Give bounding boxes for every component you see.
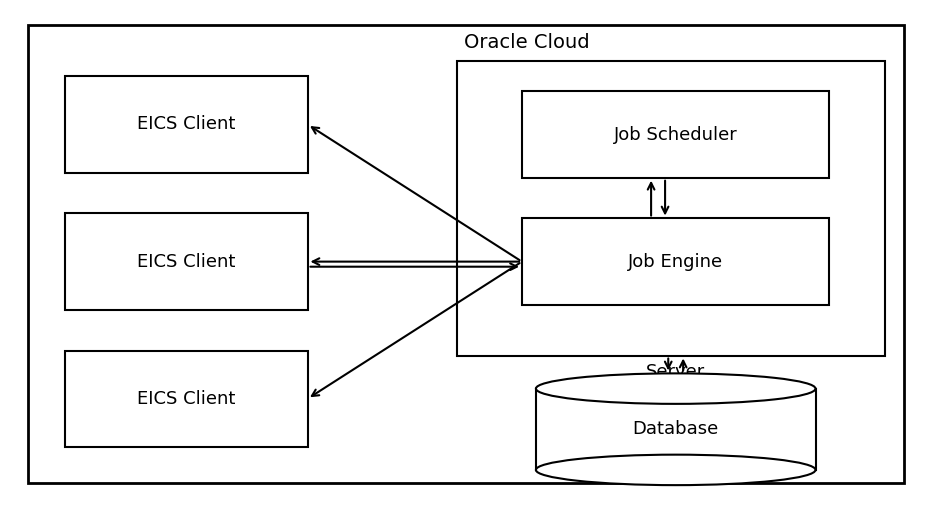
Text: EICS Client: EICS Client: [137, 115, 236, 134]
Ellipse shape: [536, 373, 816, 404]
Text: Job Engine: Job Engine: [628, 252, 723, 271]
FancyBboxPatch shape: [536, 389, 816, 470]
FancyBboxPatch shape: [522, 218, 829, 305]
FancyBboxPatch shape: [28, 25, 904, 483]
FancyBboxPatch shape: [65, 351, 308, 447]
Text: Database: Database: [633, 420, 719, 438]
Text: Oracle Cloud: Oracle Cloud: [464, 33, 589, 52]
FancyBboxPatch shape: [65, 76, 308, 173]
Text: Server: Server: [646, 363, 706, 381]
FancyBboxPatch shape: [65, 213, 308, 310]
Text: Job Scheduler: Job Scheduler: [614, 125, 737, 144]
FancyBboxPatch shape: [522, 91, 829, 178]
FancyBboxPatch shape: [457, 61, 885, 356]
Text: EICS Client: EICS Client: [137, 390, 236, 408]
Text: EICS Client: EICS Client: [137, 252, 236, 271]
Ellipse shape: [536, 455, 816, 485]
